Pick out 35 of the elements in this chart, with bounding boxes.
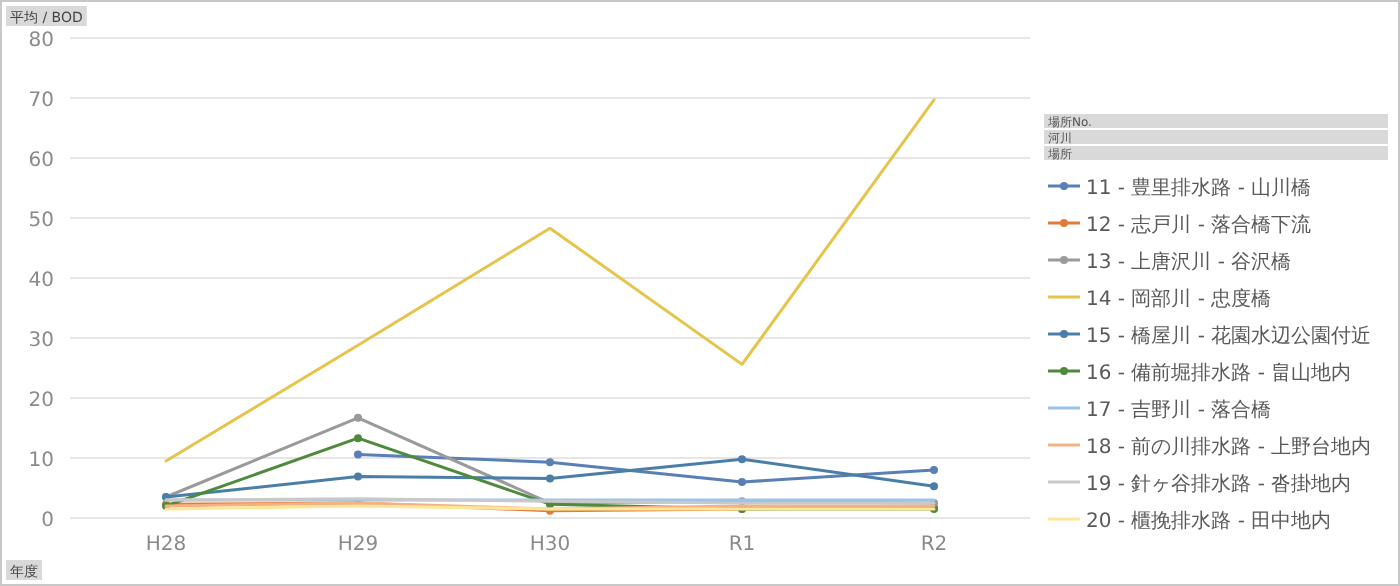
legend-label: 15 - 橋屋川 - 花園水辺公園付近 — [1086, 324, 1372, 348]
y-tick-label: 30 — [28, 330, 54, 352]
y-tick-label: 60 — [28, 150, 54, 172]
legend-label: 17 - 吉野川 - 落合橋 — [1086, 398, 1272, 422]
point — [354, 450, 362, 459]
legend-label: 20 - 櫃挽排水路 - 田中地内 — [1086, 509, 1332, 533]
point — [738, 455, 746, 464]
point — [354, 472, 362, 481]
legend-label: 16 - 備前堀排水路 - 畠山地内 — [1086, 361, 1352, 385]
legend-label: 12 - 志戸川 - 落合橋下流 — [1086, 213, 1312, 237]
point — [546, 458, 554, 467]
legend-label: 14 - 岡部川 - 忠度橋 — [1086, 287, 1272, 311]
point — [546, 474, 554, 483]
point — [930, 466, 938, 474]
legend-label: 13 - 上唐沢川 - 谷沢橋 — [1086, 250, 1292, 274]
point — [930, 482, 938, 491]
legend-label: 11 - 豊里排水路 - 山川橋 — [1086, 176, 1312, 200]
legend-label: 19 - 針ヶ谷排水路 - 沓掛地内 — [1086, 472, 1352, 496]
y-tick-label: 0 — [41, 510, 54, 532]
y-tick-label: 50 — [28, 210, 54, 232]
point — [738, 478, 746, 486]
x-tick-label: H28 — [145, 534, 187, 556]
point — [354, 413, 362, 422]
y-tick-label: 20 — [28, 390, 54, 412]
line-series — [164, 98, 936, 463]
y-tick-label: 70 — [28, 90, 54, 112]
x-tick-label: H29 — [337, 534, 379, 556]
x-tick-label: R1 — [728, 534, 756, 556]
x-tick-label: H30 — [529, 534, 571, 556]
y-tick-label: 40 — [28, 270, 54, 292]
point — [354, 434, 362, 443]
y-tick-label: 80 — [28, 30, 54, 52]
legend-label: 18 - 前の川排水路 - 上野台地内 — [1086, 435, 1372, 459]
x-tick-label: R2 — [920, 534, 948, 556]
y-tick-label: 10 — [28, 450, 54, 472]
